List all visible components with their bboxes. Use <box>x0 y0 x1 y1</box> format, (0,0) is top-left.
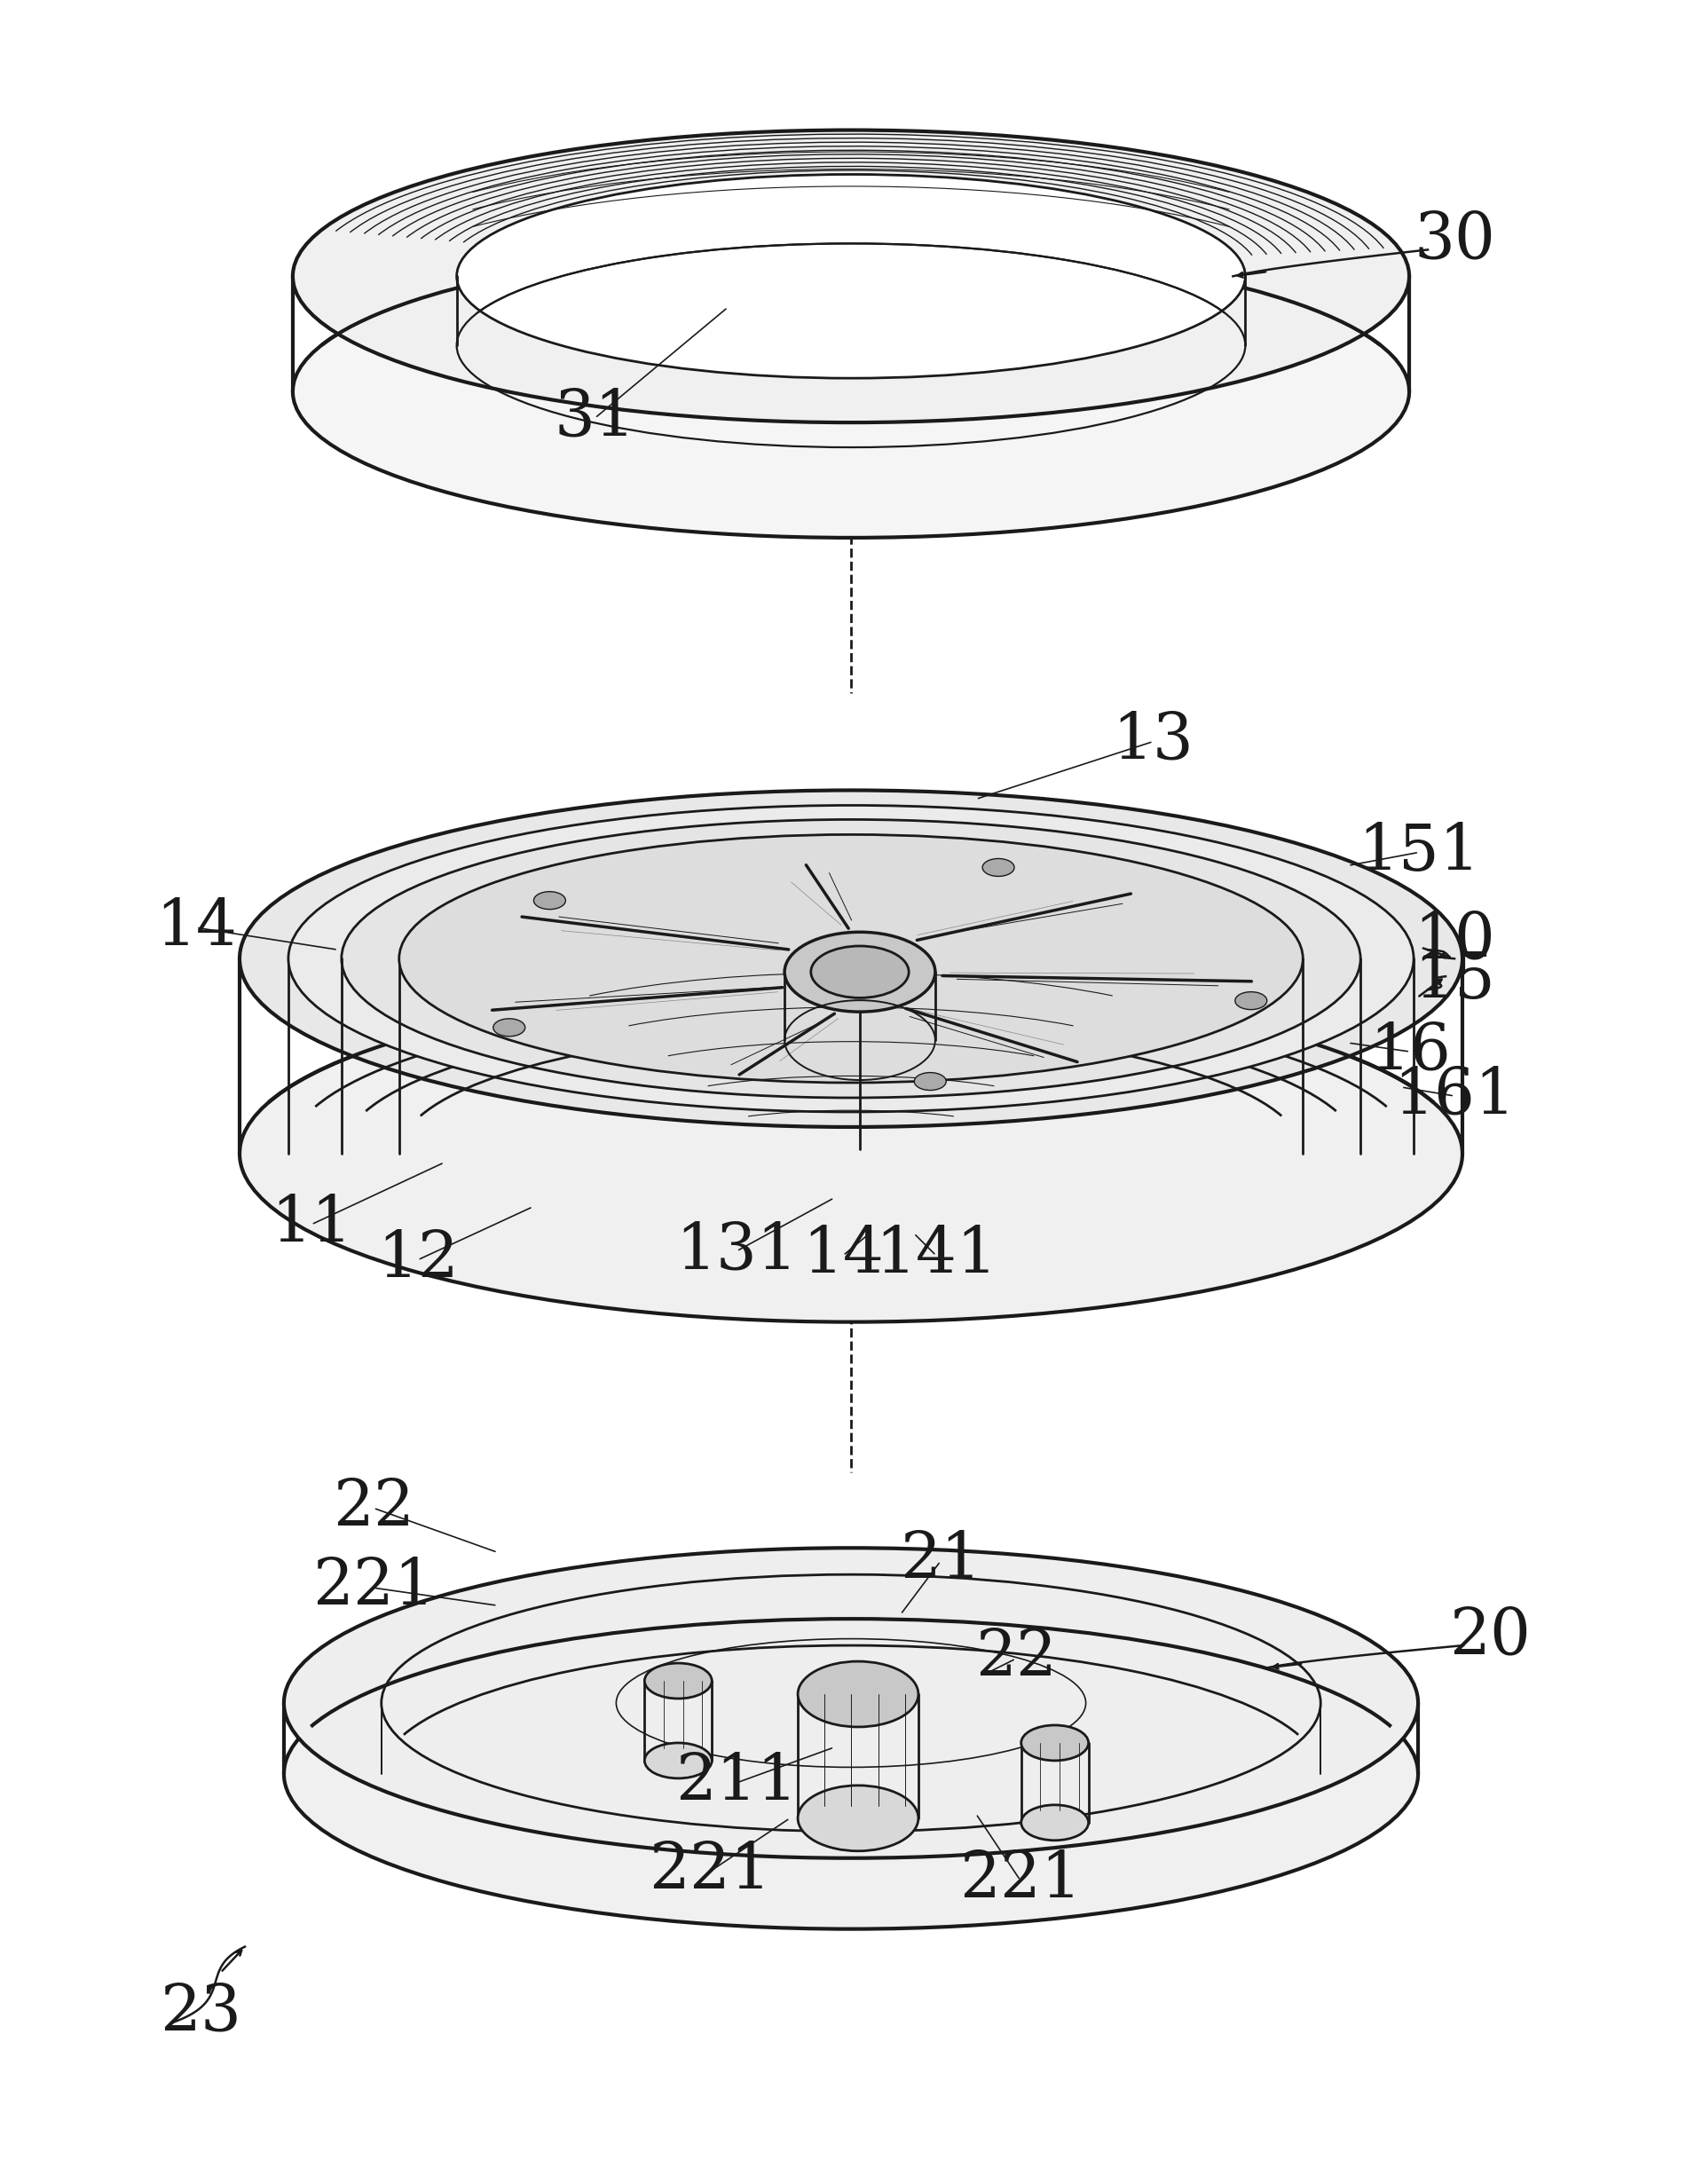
Text: 20: 20 <box>1448 1605 1530 1669</box>
Ellipse shape <box>1236 992 1266 1009</box>
Ellipse shape <box>534 891 565 909</box>
Ellipse shape <box>456 175 1246 378</box>
Ellipse shape <box>798 1784 919 1852</box>
Ellipse shape <box>293 131 1409 422</box>
Text: 23: 23 <box>160 1981 242 2044</box>
Text: 14: 14 <box>802 1225 883 1286</box>
Ellipse shape <box>982 858 1014 876</box>
Ellipse shape <box>1021 1725 1089 1760</box>
Text: 21: 21 <box>900 1531 982 1592</box>
Text: 221: 221 <box>958 1850 1081 1911</box>
Ellipse shape <box>342 819 1360 1099</box>
Ellipse shape <box>645 1664 711 1699</box>
Ellipse shape <box>785 933 934 1011</box>
Text: 12: 12 <box>376 1230 458 1291</box>
Text: 141: 141 <box>875 1225 997 1286</box>
Text: 161: 161 <box>1394 1064 1515 1127</box>
Text: 16: 16 <box>1370 1020 1450 1083</box>
Text: 10: 10 <box>1414 909 1494 972</box>
Ellipse shape <box>914 1072 946 1090</box>
Text: 131: 131 <box>676 1221 798 1282</box>
Ellipse shape <box>240 985 1462 1321</box>
Text: 221: 221 <box>648 1841 771 1902</box>
Text: 211: 211 <box>676 1752 798 1815</box>
Ellipse shape <box>810 946 909 998</box>
Ellipse shape <box>293 245 1409 537</box>
Ellipse shape <box>398 834 1304 1083</box>
Text: 22: 22 <box>975 1627 1057 1690</box>
Text: 221: 221 <box>311 1557 434 1618</box>
Ellipse shape <box>645 1743 711 1778</box>
Text: 31: 31 <box>555 387 635 450</box>
Text: 15: 15 <box>1414 950 1494 1011</box>
Text: 11: 11 <box>271 1192 352 1256</box>
Ellipse shape <box>284 1618 1418 1928</box>
Ellipse shape <box>798 1662 919 1728</box>
Ellipse shape <box>288 806 1414 1112</box>
Ellipse shape <box>240 791 1462 1127</box>
Text: 13: 13 <box>1113 710 1193 773</box>
Ellipse shape <box>494 1018 526 1037</box>
Ellipse shape <box>1021 1804 1089 1841</box>
Ellipse shape <box>284 1548 1418 1859</box>
Text: 22: 22 <box>332 1476 414 1540</box>
Text: 30: 30 <box>1414 210 1494 273</box>
Text: 151: 151 <box>1358 821 1481 885</box>
Text: 14: 14 <box>155 895 237 959</box>
